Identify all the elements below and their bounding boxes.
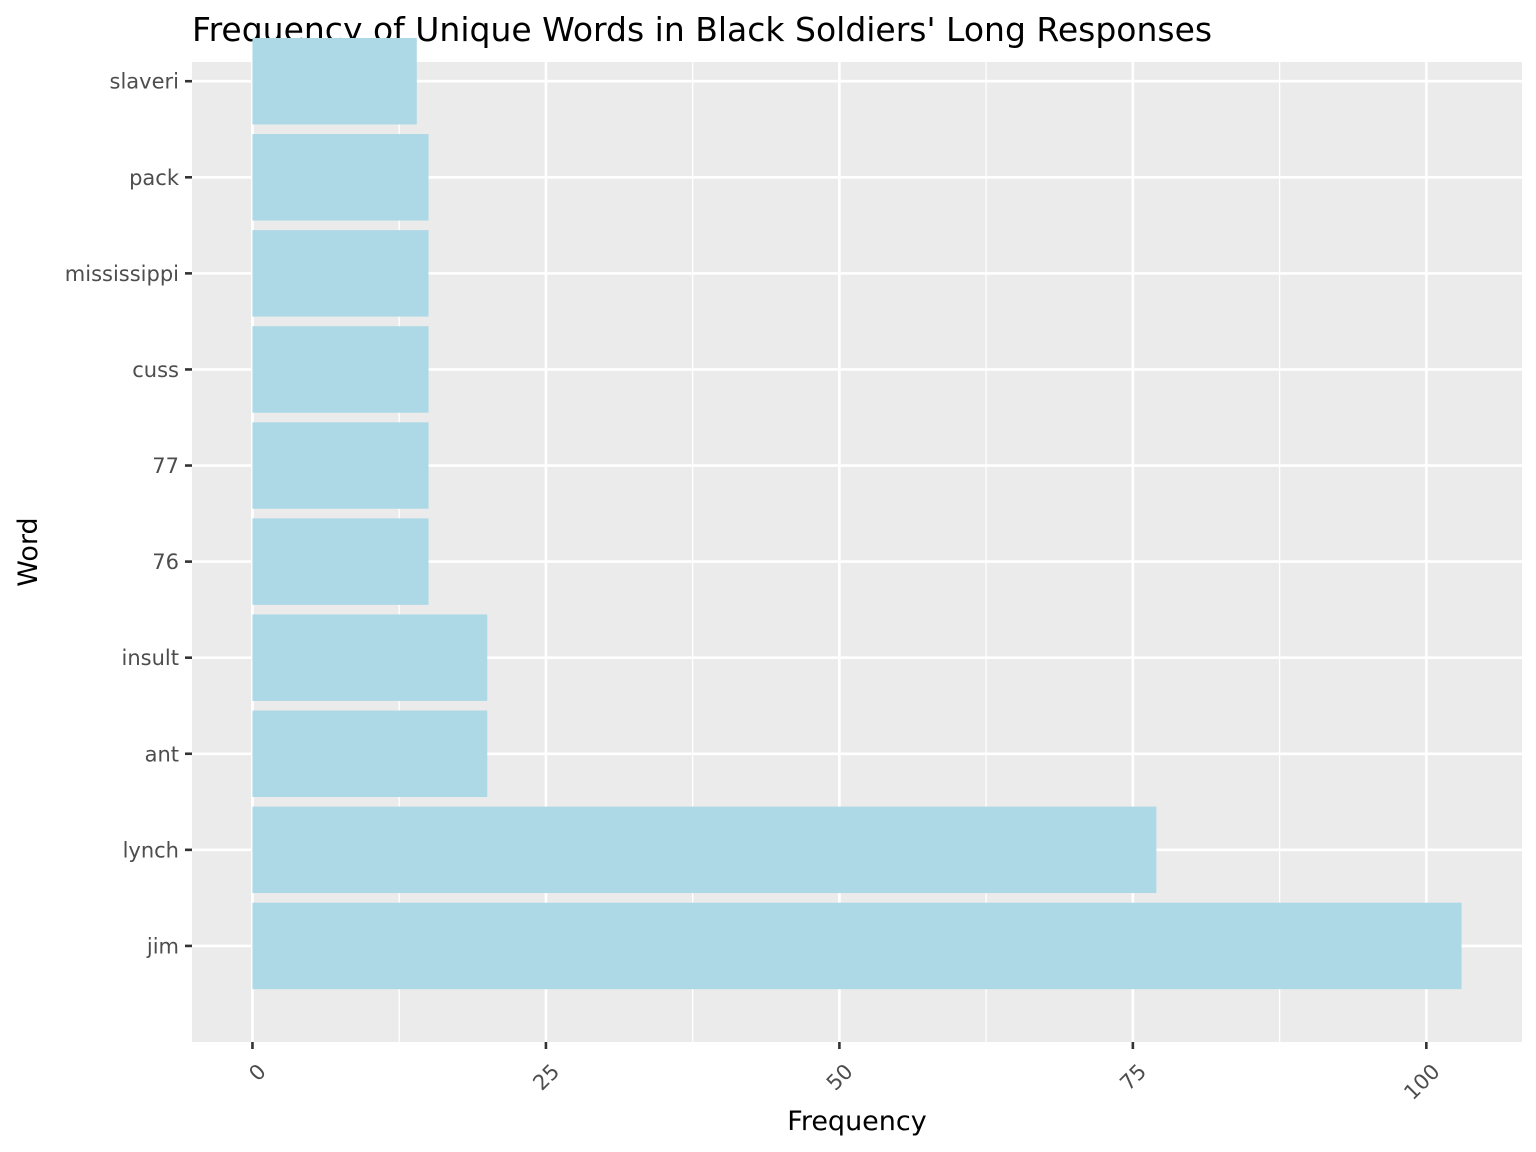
x-axis: 0 25 50 75 100 bbox=[244, 1042, 1445, 1105]
bar-ant bbox=[252, 710, 488, 797]
bars bbox=[252, 37, 1462, 990]
bar-cuss bbox=[252, 326, 429, 413]
y-tick-label: 76 bbox=[152, 550, 179, 574]
y-tick-label: cuss bbox=[132, 358, 179, 382]
x-tick-label: 100 bbox=[1399, 1059, 1444, 1104]
y-tick-label: 77 bbox=[152, 454, 179, 478]
x-tick-label: 50 bbox=[822, 1059, 858, 1095]
x-axis-title: Frequency bbox=[787, 1106, 927, 1137]
bar-77 bbox=[252, 422, 429, 509]
y-axis-title: Word bbox=[13, 517, 44, 586]
y-tick-label: lynch bbox=[123, 838, 179, 862]
y-tick-label: jim bbox=[146, 934, 179, 958]
y-tick-label: ant bbox=[145, 742, 179, 766]
bar-lynch bbox=[252, 806, 1157, 894]
y-tick-label: insult bbox=[122, 646, 179, 670]
y-axis: jim lynch ant insult 76 77 cuss mississippi pack… bbox=[65, 70, 192, 958]
bar-76 bbox=[252, 518, 429, 605]
bar-pack bbox=[252, 134, 429, 221]
y-tick-label: pack bbox=[129, 166, 180, 190]
y-tick-label: mississippi bbox=[65, 262, 179, 286]
x-tick-label: 25 bbox=[528, 1059, 564, 1095]
x-tick-label: 75 bbox=[1115, 1059, 1151, 1095]
bar-mississippi bbox=[252, 230, 429, 317]
bar-slaveri bbox=[252, 37, 417, 125]
x-tick-label: 0 bbox=[244, 1059, 270, 1085]
bar-jim bbox=[252, 902, 1462, 990]
bar-insult bbox=[252, 614, 488, 701]
y-tick-label: slaveri bbox=[110, 70, 179, 94]
